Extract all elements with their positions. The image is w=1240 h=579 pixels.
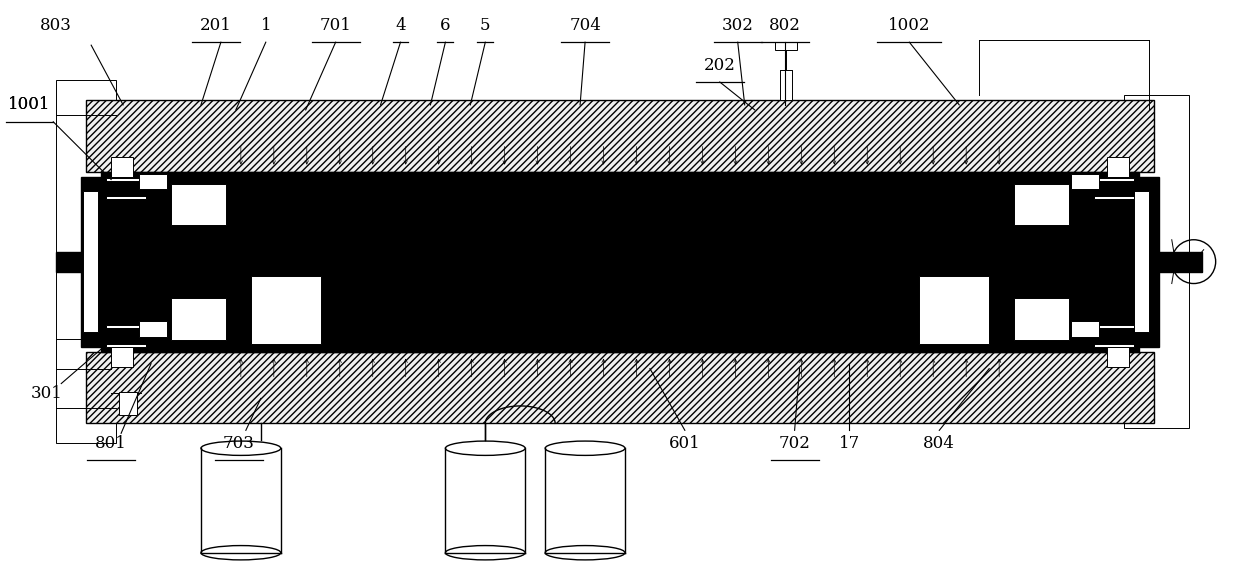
Bar	[107, 181, 146, 196]
Bar	[1071, 321, 1099, 337]
Bar	[1014, 184, 1069, 225]
Text: 1: 1	[260, 17, 272, 34]
Text: 1002: 1002	[888, 17, 930, 34]
Text: 802: 802	[769, 17, 801, 34]
Bar	[1014, 298, 1069, 340]
Text: 701: 701	[320, 17, 352, 34]
Bar	[107, 178, 146, 199]
Bar	[1147, 252, 1202, 272]
Bar	[87, 351, 1153, 423]
Text: 801: 801	[95, 435, 126, 452]
Bar	[139, 174, 167, 189]
Text: 4: 4	[396, 17, 405, 34]
Text: 1001: 1001	[9, 96, 51, 113]
Bar	[1107, 157, 1128, 177]
Bar	[171, 184, 226, 225]
Text: 302: 302	[722, 17, 754, 34]
Bar	[112, 157, 133, 177]
Bar	[1127, 177, 1159, 347]
Bar	[119, 391, 138, 415]
Bar	[1107, 347, 1128, 367]
Text: 17: 17	[838, 435, 861, 452]
Bar	[1094, 181, 1133, 196]
Text: 704: 704	[569, 17, 601, 34]
Bar	[1094, 328, 1133, 344]
Bar	[83, 192, 98, 332]
Text: 201: 201	[200, 17, 232, 34]
Bar	[112, 347, 133, 367]
Bar	[87, 100, 1153, 171]
Bar	[107, 328, 146, 344]
Bar	[250, 276, 321, 344]
Bar	[102, 171, 1138, 351]
Bar	[139, 321, 167, 337]
Bar	[107, 325, 146, 347]
Text: 1001: 1001	[9, 96, 51, 113]
Bar	[1123, 95, 1189, 428]
Bar	[56, 252, 83, 272]
Bar	[171, 298, 226, 340]
Text: 804: 804	[924, 435, 955, 452]
Bar	[56, 80, 117, 444]
Text: 202: 202	[704, 57, 735, 74]
Bar	[780, 70, 791, 100]
Bar	[919, 276, 990, 344]
Bar	[775, 42, 796, 50]
Text: 601: 601	[668, 435, 701, 452]
Text: 702: 702	[779, 435, 811, 452]
Bar	[1071, 174, 1099, 189]
Text: 5: 5	[480, 17, 491, 34]
Bar	[1094, 325, 1133, 347]
Text: 6: 6	[440, 17, 450, 34]
Bar	[81, 177, 113, 347]
Bar	[1094, 178, 1133, 199]
Bar	[1133, 192, 1148, 332]
Text: 703: 703	[223, 435, 254, 452]
Text: 803: 803	[41, 17, 72, 34]
Text: 301: 301	[30, 385, 62, 402]
